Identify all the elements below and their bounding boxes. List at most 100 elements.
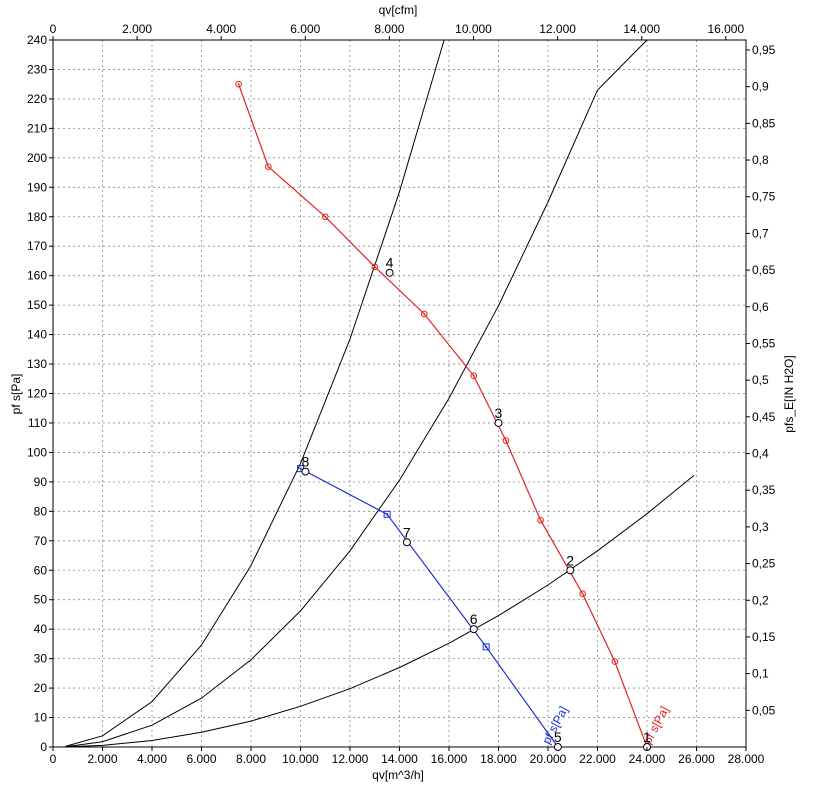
y-tick-label: 0 bbox=[40, 740, 47, 754]
fan-curve-marker bbox=[579, 590, 586, 598]
fan-curve-marker-dot bbox=[581, 592, 584, 595]
top-tick-label: 16.000 bbox=[707, 22, 744, 36]
top-tick-label: 6.000 bbox=[290, 22, 320, 36]
x-tick-label: 8.000 bbox=[236, 752, 266, 766]
operating-point bbox=[566, 566, 575, 575]
y-tick-label: 60 bbox=[34, 563, 48, 577]
fan-curve-marker-dot bbox=[386, 513, 389, 516]
axis-ticks: 0 2.000 4.000 6.000 8.000 10.000 12.000 14.000 1… bbox=[27, 22, 776, 766]
x-tick-label: 2.000 bbox=[87, 752, 117, 766]
operating-point-label: 2 bbox=[566, 552, 574, 568]
fan-curve-marker bbox=[470, 372, 478, 380]
y-tick-label: 10 bbox=[34, 711, 48, 725]
fan-curve-line bbox=[300, 468, 559, 748]
top-tick-label: 12.000 bbox=[539, 22, 576, 36]
fan-curve-marker bbox=[371, 263, 379, 271]
operating-point-label: 6 bbox=[470, 611, 478, 627]
right-tick-label: 0,65 bbox=[752, 263, 776, 277]
y-tick-label: 80 bbox=[34, 504, 48, 518]
top-tick-label: 2.000 bbox=[122, 22, 152, 36]
y-tick-label: 230 bbox=[27, 62, 47, 76]
fan-curve-marker-dot bbox=[237, 83, 240, 86]
y-tick-label: 120 bbox=[27, 387, 47, 401]
fan-curves: pf s[Pa]pf s[Pa] bbox=[235, 80, 672, 748]
operating-point-label: 8 bbox=[301, 454, 309, 470]
x-tick-label: 20.000 bbox=[530, 752, 567, 766]
right-tick-label: 0,4 bbox=[752, 447, 769, 461]
x-tick-label: 26.000 bbox=[678, 752, 715, 766]
right-tick-label: 0,45 bbox=[752, 410, 776, 424]
y-tick-label: 110 bbox=[28, 416, 47, 430]
operating-point bbox=[402, 538, 411, 547]
x-tick-label: 24.000 bbox=[629, 752, 666, 766]
right-tick-label: 0,6 bbox=[752, 300, 769, 314]
right-tick-label: 0,5 bbox=[752, 373, 769, 387]
y-tick-label: 140 bbox=[27, 328, 47, 342]
fan-curve-marker-dot bbox=[267, 165, 270, 168]
operating-point-label: 5 bbox=[554, 729, 562, 745]
right-tick-label: 0,75 bbox=[752, 190, 776, 204]
operating-point-label: 3 bbox=[495, 405, 503, 421]
fan-curve-marker-dot bbox=[299, 467, 302, 470]
y-tick-label: 30 bbox=[34, 652, 48, 666]
x-tick-label: 18.000 bbox=[480, 752, 517, 766]
operating-point bbox=[385, 268, 394, 277]
y-tick-label: 220 bbox=[27, 92, 47, 106]
fan-curve-marker-dot bbox=[613, 660, 616, 663]
x-axis-label-bottom: qv[m^3/h] bbox=[372, 768, 424, 782]
y-tick-label: 70 bbox=[34, 534, 48, 548]
fan-curve-marker bbox=[235, 80, 242, 88]
fan-curve-marker-dot bbox=[472, 374, 475, 377]
fan-curve-marker bbox=[265, 163, 272, 170]
x-tick-label: 4.000 bbox=[137, 752, 167, 766]
fan-curve-marker bbox=[537, 516, 544, 524]
y-axis-label-right: pfs_E[IN H2O] bbox=[782, 355, 796, 432]
right-tick-label: 0,9 bbox=[752, 80, 769, 94]
top-tick-label: 14.000 bbox=[623, 22, 660, 36]
fan-curve-marker-dot bbox=[423, 313, 426, 315]
fan-curve-marker-dot bbox=[505, 439, 507, 442]
operating-point bbox=[553, 743, 562, 751]
operating-points: 1 2 3 4 5 6 7 8 bbox=[301, 255, 651, 751]
right-tick-label: 0,2 bbox=[752, 593, 769, 607]
x-tick-label: 0 bbox=[50, 752, 57, 766]
y-tick-label: 170 bbox=[27, 239, 47, 253]
operating-point bbox=[494, 418, 503, 427]
system-curve bbox=[65, 39, 445, 747]
y-tick-label: 150 bbox=[27, 298, 47, 312]
y-tick-label: 50 bbox=[34, 593, 48, 607]
operating-point bbox=[469, 625, 478, 634]
y-tick-label: 90 bbox=[34, 475, 48, 489]
system-curves bbox=[65, 39, 695, 748]
fan-curve-marker-dot bbox=[539, 519, 542, 522]
right-tick-label: 0,1 bbox=[752, 667, 769, 681]
y-tick-label: 210 bbox=[27, 121, 47, 135]
right-tick-label: 0,15 bbox=[752, 630, 776, 644]
fan-curve-marker-dot bbox=[373, 265, 376, 268]
right-tick-label: 0,25 bbox=[752, 557, 776, 571]
fan-curve-marker bbox=[321, 213, 329, 221]
y-tick-label: 40 bbox=[34, 622, 48, 636]
top-tick-label: 4.000 bbox=[206, 22, 236, 36]
fan-curve-marker bbox=[482, 643, 490, 651]
right-tick-label: 0,8 bbox=[752, 153, 769, 167]
right-tick-label: 0,85 bbox=[752, 116, 776, 130]
y-tick-label: 240 bbox=[27, 33, 47, 47]
x-axis-label-top: qv[cfm] bbox=[379, 3, 418, 17]
y-tick-label: 20 bbox=[34, 681, 48, 695]
fan-curve-marker bbox=[611, 658, 619, 665]
operating-point-label: 1 bbox=[643, 729, 651, 745]
fan-curve-marker bbox=[420, 310, 428, 318]
y-tick-label: 180 bbox=[27, 210, 47, 224]
right-tick-label: 0,55 bbox=[752, 336, 776, 350]
x-tick-label: 28.000 bbox=[728, 752, 765, 766]
y-tick-label: 130 bbox=[27, 357, 47, 371]
fan-curve-marker-dot bbox=[324, 215, 327, 218]
x-tick-label: 6.000 bbox=[186, 752, 216, 766]
y-tick-label: 100 bbox=[27, 445, 47, 459]
y-tick-label: 190 bbox=[27, 180, 47, 194]
right-tick-label: 0,7 bbox=[752, 226, 769, 240]
operating-point bbox=[301, 467, 310, 476]
operating-point-label: 7 bbox=[403, 524, 411, 540]
